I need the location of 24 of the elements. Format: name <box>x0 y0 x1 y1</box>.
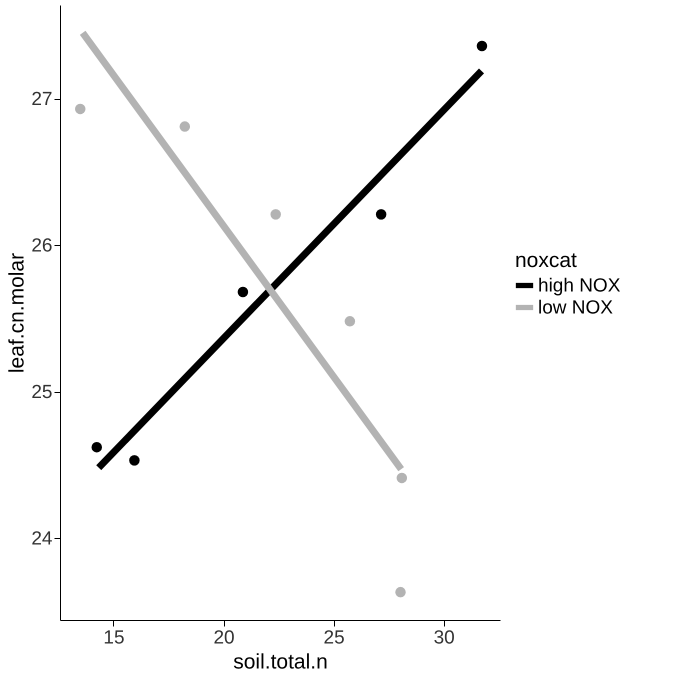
point <box>270 209 281 220</box>
point <box>92 442 102 452</box>
y-axis-title: leaf.cn.molar <box>5 252 28 374</box>
y-tick-label: 27 <box>31 89 52 110</box>
point <box>238 286 248 298</box>
point <box>180 121 190 132</box>
x-tick-label: 15 <box>103 628 125 648</box>
x-tick-label: 20 <box>213 628 235 648</box>
y-tick-label: 25 <box>31 382 52 404</box>
y-tick-label: 24 <box>31 528 53 550</box>
point <box>376 209 386 220</box>
x-tick-label: 25 <box>324 628 345 648</box>
legend-title: noxcat <box>515 249 578 272</box>
legend-label: high NOX <box>538 276 621 296</box>
point <box>396 472 408 484</box>
point <box>395 586 406 598</box>
point <box>75 104 86 114</box>
point <box>476 40 488 52</box>
legend-label: low NOX <box>538 298 614 318</box>
point <box>129 455 140 466</box>
x-axis-title: soil.total.n <box>233 650 328 674</box>
x-tick-label: 30 <box>434 628 455 648</box>
y-tick-label: 26 <box>31 236 52 257</box>
point <box>344 316 356 327</box>
